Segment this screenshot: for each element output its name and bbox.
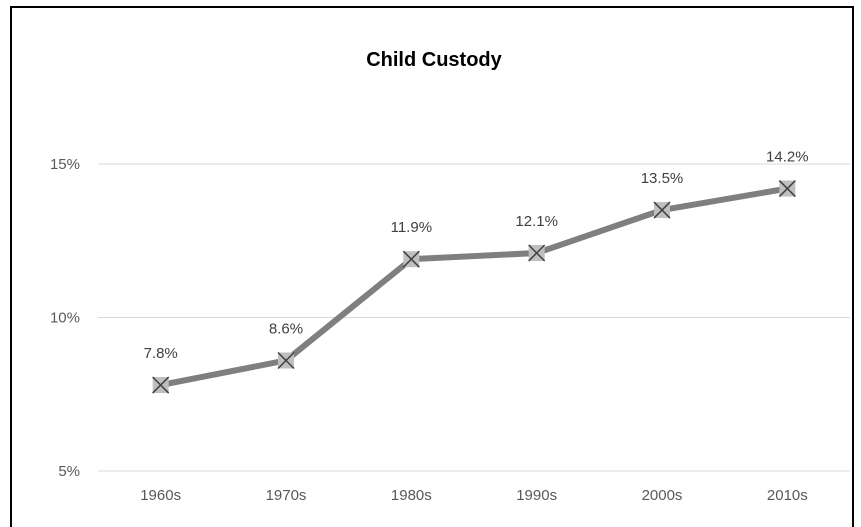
data-point-marker (778, 180, 796, 198)
data-label: 12.1% (515, 213, 558, 230)
data-label: 7.8% (144, 345, 178, 362)
data-label: 14.2% (766, 149, 809, 166)
series-line-group (157, 185, 791, 389)
data-label: 11.9% (391, 219, 432, 236)
data-label: 13.5% (641, 170, 684, 187)
x-tick-label: 2000s (642, 487, 683, 504)
data-point-marker (277, 351, 295, 370)
data-point-marker (152, 376, 170, 394)
data-point-marker (653, 201, 671, 219)
data-labels: 7.8% 8.6% 11.9% 12.1% 13.5% 14.2% (144, 149, 809, 362)
x-tick-label: 1960s (140, 487, 181, 504)
data-markers (152, 180, 796, 394)
series-line (157, 185, 791, 389)
y-tick-label: 5% (58, 463, 80, 480)
x-axis-ticks: 1960s 1970s 1980s 1990s 2000s 2010s (140, 487, 808, 504)
data-label: 8.6% (269, 320, 303, 337)
y-tick-label: 15% (50, 156, 80, 173)
chart-title: Child Custody (366, 49, 502, 71)
y-tick-label: 10% (50, 310, 80, 327)
gridlines (98, 163, 850, 472)
y-axis-ticks: 5% 10% 15% (50, 156, 80, 480)
data-point-marker (528, 244, 546, 262)
x-tick-label: 1980s (391, 487, 432, 504)
data-point-marker (402, 250, 420, 268)
x-tick-label: 2010s (767, 487, 808, 504)
chart-frame (10, 6, 854, 527)
x-tick-label: 1990s (516, 487, 557, 504)
x-tick-label: 1970s (266, 487, 307, 504)
